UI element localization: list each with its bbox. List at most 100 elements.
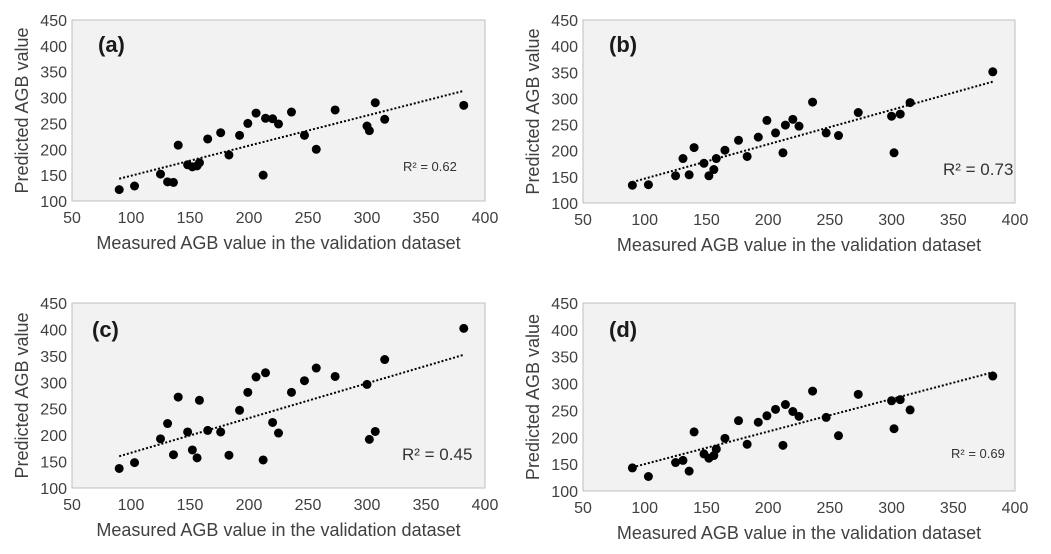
x-tick-label: 150 <box>177 497 204 514</box>
x-tick-label: 50 <box>574 500 592 517</box>
x-tick-label: 250 <box>295 497 322 514</box>
y-tick-label: 400 <box>551 39 578 56</box>
data-point <box>821 412 831 422</box>
data-point <box>627 463 637 473</box>
y-tick-label: 150 <box>40 455 67 472</box>
data-point <box>889 148 899 158</box>
data-point <box>216 128 226 138</box>
y-tick-label: 250 <box>40 116 67 133</box>
y-tick-label: 250 <box>551 118 578 135</box>
data-point <box>889 424 899 434</box>
data-point <box>887 396 897 406</box>
data-point <box>459 100 469 110</box>
y-tick-label: 450 <box>551 13 578 30</box>
data-point <box>261 368 271 378</box>
data-point <box>808 386 818 396</box>
data-point <box>988 371 998 381</box>
data-point <box>268 417 278 427</box>
y-tick-label: 350 <box>40 349 67 366</box>
y-tick-label: 100 <box>40 481 67 498</box>
data-point <box>362 379 372 389</box>
data-point <box>286 107 296 117</box>
data-point <box>268 114 278 124</box>
x-tick-label: 50 <box>574 212 592 229</box>
y-tick-label: 200 <box>551 144 578 161</box>
y-axis-title: Predicted AGB value <box>523 314 543 480</box>
panel-label: (b) <box>609 32 637 57</box>
plot-area <box>71 302 486 489</box>
data-point <box>370 98 380 108</box>
data-point <box>251 108 261 118</box>
data-point <box>794 121 804 131</box>
data-point <box>261 113 271 123</box>
plot-area <box>582 302 1016 492</box>
data-point <box>156 434 165 444</box>
x-tick-label: 200 <box>236 210 263 227</box>
y-tick-label: 200 <box>40 142 67 159</box>
x-tick-label: 200 <box>755 212 782 229</box>
y-axis-title: Predicted AGB value <box>12 312 32 478</box>
y-axis-title: Predicted AGB value <box>523 28 543 194</box>
scatter-panel-d: 50 100 150 200 250 300 350 40010015020025030035… <box>523 296 1028 543</box>
x-tick-label: 300 <box>878 500 905 517</box>
data-point <box>699 158 709 168</box>
data-point <box>173 392 183 402</box>
x-tick-label: 200 <box>236 497 263 514</box>
y-tick-label: 450 <box>40 13 67 30</box>
y-tick-label: 100 <box>40 194 67 211</box>
data-point <box>299 376 309 386</box>
scatter-panel-a: 50 100 150 200 250 300 350 40010015020025030035… <box>12 13 498 253</box>
data-point <box>243 387 253 397</box>
data-point <box>689 143 699 153</box>
y-tick-label: 100 <box>551 484 578 501</box>
r-squared-label: R² = 0.69 <box>951 446 1005 461</box>
data-point <box>808 97 818 107</box>
y-tick-label: 150 <box>40 168 67 185</box>
data-point <box>380 355 390 365</box>
data-point <box>286 387 296 397</box>
data-point <box>821 128 831 138</box>
x-tick-label: 200 <box>755 500 782 517</box>
y-tick-label: 350 <box>551 350 578 367</box>
data-point <box>905 98 915 108</box>
data-point <box>684 170 694 180</box>
scatter-panel-b: 50 100 150 200 250 300 350 40010015020025030035… <box>523 13 1028 255</box>
y-tick-label: 300 <box>40 91 67 108</box>
data-point <box>194 395 204 405</box>
x-tick-label: 400 <box>1002 500 1029 517</box>
x-tick-label: 100 <box>118 210 145 227</box>
data-point <box>643 180 653 190</box>
data-point <box>794 411 804 421</box>
y-tick-label: 150 <box>551 170 578 187</box>
data-point <box>163 419 173 429</box>
x-tick-label: 350 <box>940 212 967 229</box>
data-point <box>224 450 234 460</box>
data-point <box>671 171 681 181</box>
data-point <box>778 148 788 158</box>
data-point <box>330 371 340 381</box>
trend-line <box>118 89 465 180</box>
data-point <box>330 105 340 115</box>
data-point <box>168 450 178 460</box>
data-point <box>643 471 653 481</box>
data-point <box>753 132 763 142</box>
x-tick-label: 350 <box>413 210 440 227</box>
data-point <box>311 363 321 373</box>
y-tick-label: 400 <box>40 39 67 56</box>
x-tick-label: 350 <box>940 500 967 517</box>
x-tick-label: 150 <box>693 212 720 229</box>
x-tick-label: 250 <box>817 212 844 229</box>
data-point <box>709 165 719 175</box>
y-tick-label: 250 <box>551 403 578 420</box>
y-tick-label: 450 <box>551 296 578 313</box>
data-point <box>788 114 798 124</box>
data-point <box>711 154 721 164</box>
data-point <box>762 115 772 125</box>
data-point <box>243 118 253 128</box>
x-axis-title: Measured AGB value in the validation dat… <box>96 520 460 540</box>
x-tick-label: 50 <box>63 497 81 514</box>
data-point <box>895 395 905 405</box>
data-point <box>380 114 390 124</box>
data-point <box>780 400 790 410</box>
